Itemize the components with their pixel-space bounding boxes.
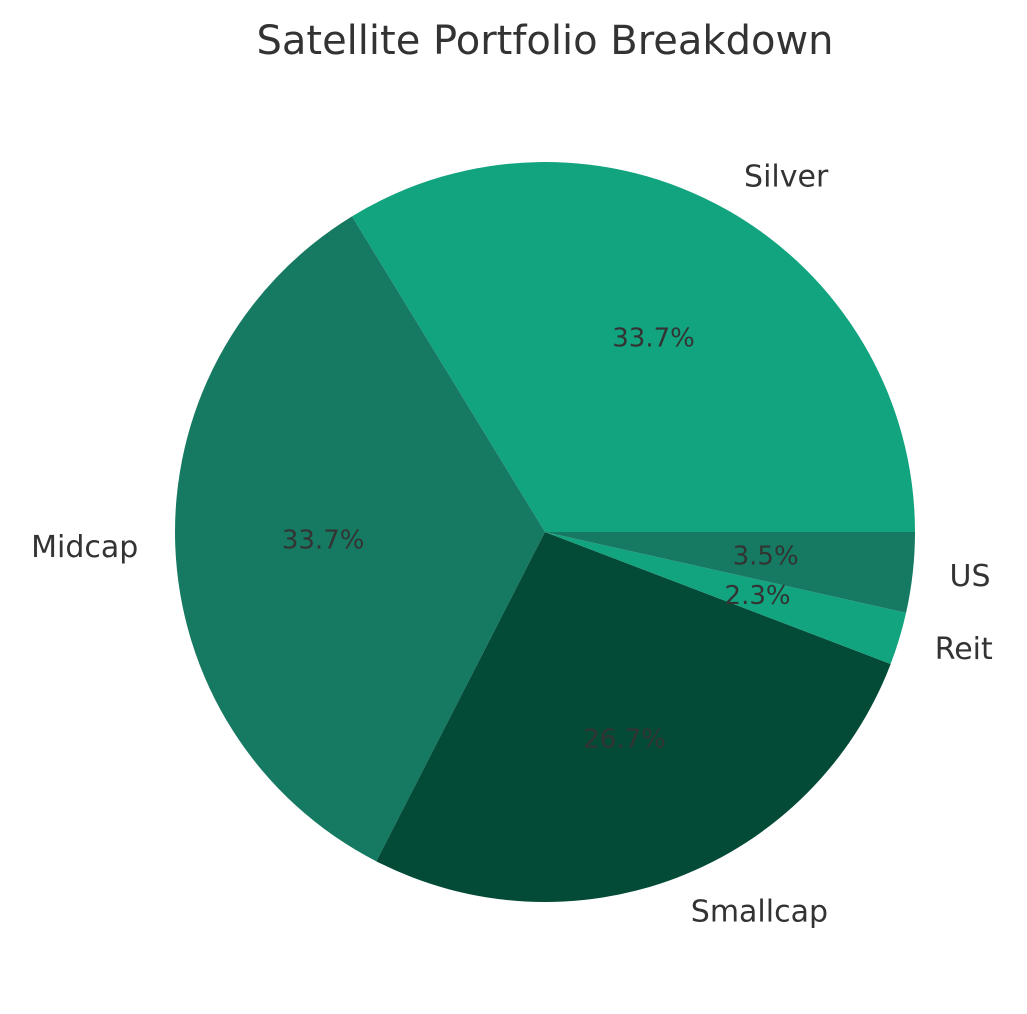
pie-slice-smallcap [376,532,891,903]
slice-label-reit: Reit [935,632,993,667]
slice-percent-smallcap: 26.7% [583,724,666,754]
slice-percent-midcap: 33.7% [282,525,365,555]
pie-slices [175,162,915,903]
pie-slice-us [545,532,915,613]
slice-percent-silver: 33.7% [612,323,695,353]
slice-label-smallcap: Smallcap [691,894,828,929]
pie-slice-silver [351,162,915,532]
pie-slice-midcap [175,216,546,862]
slice-percent-us: 3.5% [733,541,799,571]
slice-label-us: US [950,559,991,594]
slice-label-midcap: Midcap [31,530,138,565]
chart-title: Satellite Portfolio Breakdown [256,18,833,64]
slice-label-silver: Silver [744,159,829,194]
slice-percent-reit: 2.3% [725,581,791,611]
pie-labels: Silver 33.7% Midcap 33.7% Smallcap 26.7% Reit 2… [31,159,993,929]
pie-slice-reit [545,532,907,664]
